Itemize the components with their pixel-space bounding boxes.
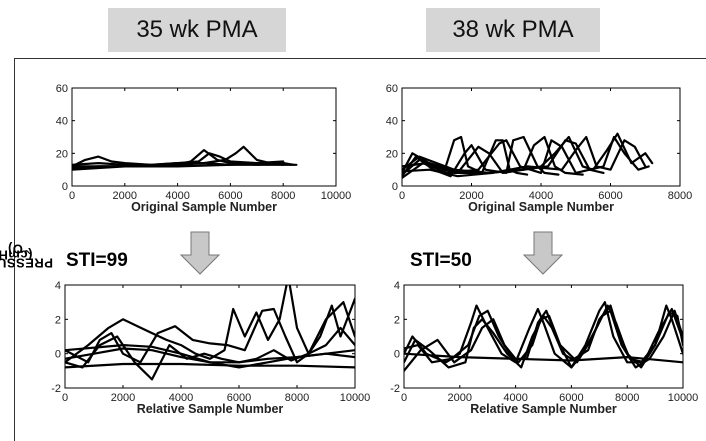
series-line-bl-4 [65,362,355,369]
x-axis-label-br: Relative Sample Number [470,402,617,416]
series-group-tl [72,145,298,171]
plot-frame-tl [71,87,337,187]
series-line-bl-2 [65,301,355,381]
series-line-tl-4 [72,163,298,168]
plot-frame-bl [64,284,356,389]
y-tick-label-tr-0: 0 [392,181,398,193]
y-tick-label-tl-3: 60 [56,83,68,95]
x-tick-label-tr-0: 0 [399,190,405,202]
header-35-wk: 35 wk PMA [108,8,286,52]
x-axis-label-tr: Original Sample Number [468,200,614,214]
x-tick-label-tl-2: 4000 [165,190,189,202]
y-tick-label-br-3: 4 [394,280,400,292]
x-tick-label-tl-4: 8000 [271,190,295,202]
y-tick-label-br-2: 2 [394,314,400,326]
x-axis-label-bl: Relative Sample Number [137,402,284,416]
y-tick-label-bl-3: 4 [55,280,61,292]
series-group-bl [65,285,355,381]
x-tick-label-tl-0: 0 [69,190,75,202]
x-tick-label-br-0: 0 [401,392,407,404]
x-tick-label-bl-4: 8000 [285,392,309,404]
x-tick-label-tl-1: 2000 [113,190,137,202]
x-tick-label-tr-3: 6000 [598,190,622,202]
header-38-wk: 38 wk PMA [426,8,600,52]
y-tick-label-bl-2: 2 [55,314,61,326]
y-tick-label-br-0: -2 [390,383,400,395]
y-tick-label-bl-1: 0 [55,349,61,361]
y-tick-label-tr-1: 20 [386,148,398,160]
top-divider [14,58,706,59]
plot-frame-br [403,284,684,389]
series-line-br-4 [404,352,683,364]
series-line-tr-2 [402,135,584,176]
y-tick-label-tl-1: 20 [56,148,68,160]
x-tick-label-br-2: 4000 [503,392,527,404]
series-line-tr-6 [402,135,647,178]
sti-label-left: STI=99 [66,250,128,271]
x-tick-label-br-1: 2000 [448,392,472,404]
x-tick-label-bl-1: 2000 [111,392,135,404]
down-arrow-left [179,231,221,275]
series-line-br-1 [404,309,683,369]
y-tick-label-br-1: 0 [394,349,400,361]
series-line-tr-4 [402,132,654,174]
y-tick-label-tr-2: 40 [386,116,398,128]
series-group-br [404,301,683,372]
y-tick-label-tr-3: 60 [386,83,398,95]
y-tick-label-bl-0: -2 [51,383,61,395]
x-tick-label-tr-4: 8000 [668,190,692,202]
x-tick-label-bl-5: 10000 [340,392,371,404]
y-tick-label-tl-0: 0 [62,181,68,193]
left-divider [14,58,15,441]
x-tick-label-br-5: 10000 [668,392,699,404]
y-tick-label-tl-2: 40 [56,116,68,128]
series-line-tr-5 [402,135,650,174]
chart-tl: 0 2000 4000 6000 8000 10000 0 20 40 60 Original Sa… [56,83,352,214]
x-tick-label-tr-1: 2000 [459,190,483,202]
x-tick-label-bl-2: 4000 [169,392,193,404]
x-tick-label-br-4: 8000 [615,392,639,404]
series-group-tr [402,132,654,179]
series-line-tl-3 [72,152,285,166]
x-tick-label-tr-2: 4000 [529,190,553,202]
series-line-br-3 [404,304,683,372]
x-tick-label-tl-3: 6000 [218,190,242,202]
down-arrow-right [522,231,564,275]
x-tick-label-bl-3: 6000 [227,392,251,404]
x-tick-label-tl-5: 10000 [321,190,352,202]
x-axis-label-tl: Original Sample Number [131,200,277,214]
series-line-bl-5 [65,344,355,369]
x-tick-label-bl-0: 0 [62,392,68,404]
sti-label-right: STI=50 [410,250,472,271]
chart-tr: 0 2000 4000 6000 8000 0 20 40 60 Original Sample … [386,83,692,214]
x-tick-label-br-3: 6000 [559,392,583,404]
